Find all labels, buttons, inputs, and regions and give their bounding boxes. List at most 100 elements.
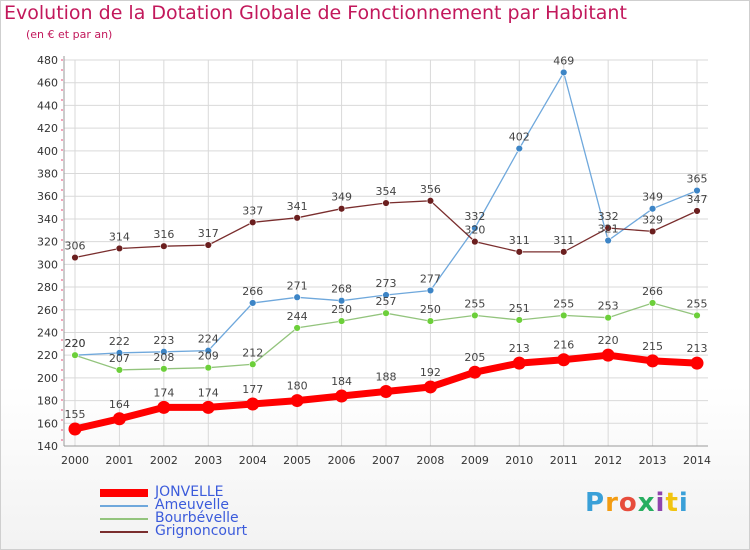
- data-point-jonvelle: [512, 356, 526, 370]
- data-label-bourbévelle: 220: [65, 337, 86, 350]
- data-label-jonvelle: 184: [331, 375, 352, 388]
- y-tick-label: 400: [37, 145, 58, 158]
- x-tick-label: 2010: [505, 454, 533, 467]
- data-point-bourbévelle: [293, 324, 301, 332]
- data-point-grignoncourt: [293, 214, 301, 222]
- y-tick-label: 480: [37, 54, 58, 67]
- data-label-jonvelle: 155: [65, 408, 86, 421]
- logo-letter: t: [665, 488, 679, 518]
- data-label-ameuvelle: 321: [598, 223, 619, 236]
- chart-subtitle: (en € et par an): [26, 28, 113, 41]
- data-label-bourbévelle: 209: [198, 350, 219, 363]
- data-label-ameuvelle: 266: [242, 285, 263, 298]
- data-point-bourbévelle: [648, 299, 657, 307]
- legend-swatch: [100, 505, 148, 507]
- data-point-grignoncourt: [71, 253, 79, 262]
- x-tick-label: 2001: [105, 454, 133, 467]
- data-label-bourbévelle: 255: [687, 297, 708, 310]
- y-tick-label: 380: [37, 168, 58, 181]
- data-label-grignoncourt: 356: [420, 183, 441, 196]
- data-point-ameuvelle: [204, 346, 212, 355]
- data-label-ameuvelle: 469: [553, 54, 574, 67]
- y-tick-label: 320: [37, 236, 58, 249]
- data-point-ameuvelle: [648, 205, 657, 213]
- data-point-bourbévelle: [115, 366, 124, 374]
- data-point-jonvelle: [423, 380, 437, 394]
- legend-label: Grignoncourt: [155, 523, 248, 539]
- data-point-bourbévelle: [204, 363, 212, 372]
- y-tick-label: 180: [37, 395, 58, 408]
- legend-label: Ameuvelle: [155, 497, 229, 513]
- x-tick-label: 2002: [150, 454, 178, 467]
- data-label-grignoncourt: 320: [464, 224, 485, 237]
- data-label-jonvelle: 213: [509, 342, 530, 355]
- chart-title: Evolution de la Dotation Globale de Fonc…: [4, 2, 627, 24]
- data-label-jonvelle: 174: [153, 386, 174, 399]
- y-tick-label: 440: [37, 99, 58, 112]
- x-tick-label: 2000: [61, 454, 89, 467]
- data-label-grignoncourt: 337: [242, 204, 263, 217]
- data-point-grignoncourt: [337, 205, 346, 213]
- logo-letter: i: [678, 488, 689, 518]
- data-point-ameuvelle: [693, 186, 701, 195]
- data-label-ameuvelle: 273: [376, 277, 397, 290]
- data-point-jonvelle: [557, 353, 571, 367]
- x-tick-label: 2005: [283, 454, 311, 467]
- data-label-ameuvelle: 224: [198, 333, 219, 346]
- data-point-ameuvelle: [249, 299, 257, 307]
- data-label-ameuvelle: 222: [109, 335, 130, 348]
- data-point-grignoncourt: [382, 199, 390, 207]
- data-label-grignoncourt: 311: [509, 234, 530, 247]
- y-tick-label: 220: [37, 349, 58, 362]
- data-label-grignoncourt: 316: [153, 228, 174, 241]
- y-tick-label: 260: [37, 304, 58, 317]
- data-point-ameuvelle: [115, 349, 124, 357]
- data-label-bourbévelle: 255: [464, 297, 485, 310]
- data-label-jonvelle: 164: [109, 398, 130, 411]
- data-point-ameuvelle: [337, 296, 346, 305]
- data-point-jonvelle: [112, 412, 126, 426]
- data-label-bourbévelle: 257: [376, 295, 397, 308]
- data-point-bourbévelle: [71, 351, 79, 359]
- data-point-bourbévelle: [382, 309, 390, 317]
- x-axis-ticks: 2000 2001 2002 2003 2004 2005 2006 2007 2008 2009…: [61, 454, 711, 467]
- logo-letter: x: [637, 488, 656, 518]
- data-point-jonvelle: [157, 400, 171, 414]
- data-label-ameuvelle: 349: [642, 191, 663, 204]
- data-label-jonvelle: 215: [642, 340, 663, 353]
- y-tick-label: 460: [37, 77, 58, 90]
- data-point-ameuvelle: [560, 68, 568, 77]
- legend-label: Bourbévelle: [155, 510, 239, 526]
- series-group: [68, 68, 704, 436]
- data-point-ameuvelle: [160, 348, 168, 356]
- data-point-ameuvelle: [426, 286, 435, 295]
- data-point-grignoncourt: [693, 207, 701, 215]
- x-tick-label: 2004: [239, 454, 267, 467]
- data-label-jonvelle: 213: [687, 342, 708, 355]
- data-point-grignoncourt: [648, 227, 657, 236]
- data-label-bourbévelle: 212: [242, 346, 263, 359]
- data-point-ameuvelle: [604, 236, 612, 245]
- data-point-bourbévelle: [693, 311, 701, 320]
- data-label-grignoncourt: 329: [642, 213, 663, 226]
- data-point-jonvelle: [601, 348, 615, 362]
- x-tick-label: 2008: [416, 454, 444, 467]
- data-point-jonvelle: [290, 394, 304, 408]
- data-label-ameuvelle: 223: [153, 334, 174, 347]
- data-label-jonvelle: 220: [598, 334, 619, 347]
- data-point-bourbévelle: [560, 311, 568, 320]
- data-label-jonvelle: 205: [464, 351, 485, 364]
- data-label-bourbévelle: 255: [553, 297, 574, 310]
- data-point-grignoncourt: [515, 248, 523, 256]
- data-point-ameuvelle: [293, 293, 301, 301]
- data-point-jonvelle: [246, 397, 260, 411]
- data-label-grignoncourt: 306: [65, 240, 86, 253]
- data-point-grignoncourt: [471, 237, 479, 246]
- data-label-ameuvelle: 277: [420, 272, 441, 285]
- x-tick-label: 2009: [461, 454, 489, 467]
- data-label-jonvelle: 177: [242, 383, 263, 396]
- data-label-ameuvelle: 268: [331, 283, 352, 296]
